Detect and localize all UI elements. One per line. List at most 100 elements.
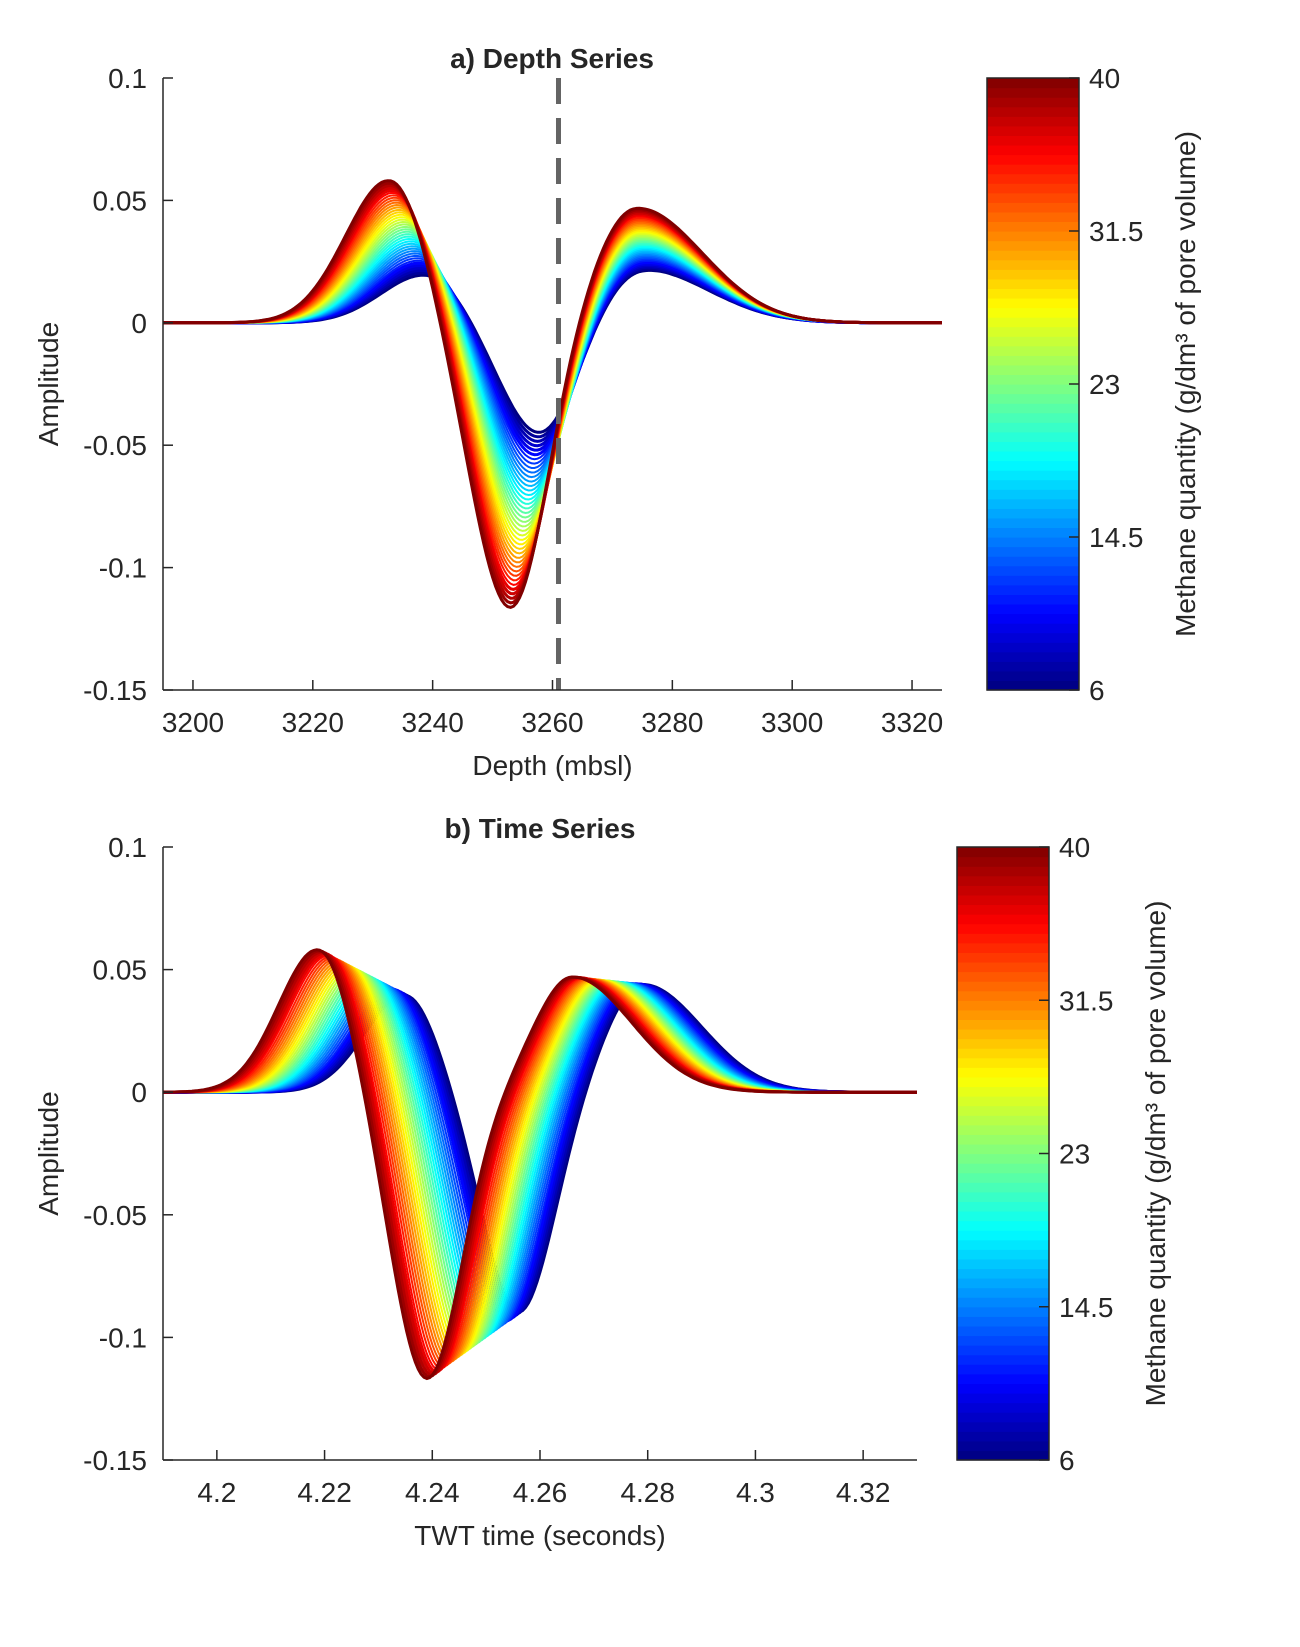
series-line bbox=[163, 183, 942, 600]
colorbar-band bbox=[957, 1287, 1049, 1298]
colorbar-band bbox=[987, 632, 1079, 643]
colorbar-band bbox=[957, 1134, 1049, 1145]
colorbar-band bbox=[987, 106, 1079, 117]
colorbar-band bbox=[957, 1335, 1049, 1346]
colorbar-band bbox=[957, 1009, 1049, 1021]
colorbar-band bbox=[957, 1278, 1049, 1289]
colorbar-band bbox=[957, 1412, 1049, 1423]
colorbar-band bbox=[957, 990, 1049, 1001]
colorbar-band bbox=[957, 1210, 1049, 1222]
colorbar-band bbox=[957, 1124, 1049, 1135]
y-tick-label: -0.1 bbox=[99, 1322, 147, 1353]
colorbar-tick-label: 6 bbox=[1059, 1445, 1075, 1476]
colorbar-tick-label: 14.5 bbox=[1089, 522, 1144, 553]
colorbar-band bbox=[957, 1086, 1049, 1097]
colorbar-band bbox=[987, 680, 1079, 691]
colorbar-band bbox=[987, 183, 1079, 194]
colorbar-band bbox=[987, 288, 1079, 299]
colorbar-band bbox=[987, 527, 1079, 538]
colorbar-band bbox=[957, 1096, 1049, 1107]
colorbar-band bbox=[987, 651, 1079, 662]
colorbar-band bbox=[987, 317, 1079, 328]
colorbar-band bbox=[987, 116, 1079, 127]
colorbar-band bbox=[957, 1067, 1049, 1078]
colorbar-band bbox=[957, 875, 1049, 886]
colorbar-band bbox=[987, 87, 1079, 98]
colorbar-tick-label: 14.5 bbox=[1059, 1292, 1114, 1323]
series-line bbox=[163, 186, 942, 596]
colorbar-band bbox=[957, 1105, 1049, 1116]
colorbar-band bbox=[987, 470, 1079, 481]
colorbar-band bbox=[987, 450, 1079, 462]
colorbar-band bbox=[987, 202, 1079, 213]
colorbar-band bbox=[957, 1268, 1049, 1279]
colorbar-tick-label: 6 bbox=[1089, 675, 1105, 706]
colorbar-band bbox=[987, 479, 1079, 490]
colorbar-band bbox=[987, 125, 1079, 136]
series-line bbox=[163, 213, 942, 546]
colorbar-band bbox=[957, 1383, 1049, 1394]
colorbar-band bbox=[987, 211, 1079, 223]
x-tick-label: 4.2 bbox=[197, 1477, 236, 1508]
chart-panel-depth: a) Depth Series 0.1 0.05 0 -0.05 -0.1 -0.15 320… bbox=[33, 43, 1201, 781]
colorbar-band bbox=[987, 250, 1079, 261]
series-line bbox=[163, 220, 942, 532]
colorbar-band bbox=[957, 1028, 1049, 1040]
colorbar-band bbox=[987, 240, 1079, 251]
colorbar-band bbox=[957, 981, 1049, 992]
chart-title: a) Depth Series bbox=[450, 43, 654, 74]
colorbar-band bbox=[957, 904, 1049, 915]
y-tick-label: 0.1 bbox=[108, 63, 147, 94]
colorbar-band bbox=[957, 942, 1049, 953]
colorbar-tick-label: 23 bbox=[1059, 1139, 1090, 1170]
colorbar-band bbox=[987, 164, 1079, 175]
y-tick-label: 0 bbox=[131, 308, 147, 339]
colorbar-band bbox=[957, 1325, 1049, 1337]
x-axis-label: TWT time (seconds) bbox=[414, 1520, 666, 1551]
colorbar-band bbox=[987, 422, 1079, 433]
colorbar-band bbox=[957, 1153, 1049, 1164]
colorbar-band bbox=[957, 1172, 1049, 1183]
colorbar-band bbox=[987, 326, 1079, 337]
y-axis-label: Amplitude bbox=[33, 322, 64, 447]
series-line bbox=[163, 223, 942, 528]
y-axis-label: Amplitude bbox=[33, 1091, 64, 1216]
x-tick-label: 4.26 bbox=[513, 1477, 568, 1508]
colorbar-label: Methane quantity (g/dm³ of pore volume) bbox=[1170, 131, 1201, 637]
colorbar-band bbox=[987, 135, 1079, 146]
colorbar-tick-label: 40 bbox=[1089, 63, 1120, 94]
colorbar-band bbox=[957, 1373, 1049, 1384]
x-tick-label: 4.22 bbox=[297, 1477, 352, 1508]
colorbar-band bbox=[957, 1239, 1049, 1250]
colorbar-band bbox=[987, 661, 1079, 672]
colorbar-band bbox=[957, 1431, 1049, 1442]
series-line bbox=[163, 179, 942, 609]
colorbar-band bbox=[987, 297, 1079, 309]
y-tick-label: -0.15 bbox=[83, 1445, 147, 1476]
colorbar-band bbox=[957, 952, 1049, 963]
colorbar-band bbox=[987, 498, 1079, 509]
y-tick-label: 0.05 bbox=[93, 955, 148, 986]
colorbar-band bbox=[987, 259, 1079, 270]
colorbar-band bbox=[987, 642, 1079, 653]
colorbar-band bbox=[957, 1258, 1049, 1270]
colorbar-band bbox=[987, 613, 1079, 624]
colorbar-band bbox=[987, 546, 1079, 557]
colorbar-band bbox=[987, 623, 1079, 634]
colorbar-tick-label: 23 bbox=[1089, 369, 1120, 400]
colorbar-band bbox=[987, 345, 1079, 356]
series-line bbox=[163, 228, 942, 519]
colorbar-band bbox=[957, 933, 1049, 944]
x-tick-label: 3300 bbox=[761, 707, 823, 738]
y-tick-label: -0.1 bbox=[99, 553, 147, 584]
series-line bbox=[163, 267, 942, 439]
series-line bbox=[163, 208, 942, 555]
colorbar-band bbox=[987, 565, 1079, 576]
colorbar-band bbox=[987, 336, 1079, 347]
colorbar-band bbox=[987, 412, 1079, 423]
y-tick-label: -0.05 bbox=[83, 430, 147, 461]
colorbar-band bbox=[987, 231, 1079, 242]
colorbar-band bbox=[987, 489, 1079, 500]
